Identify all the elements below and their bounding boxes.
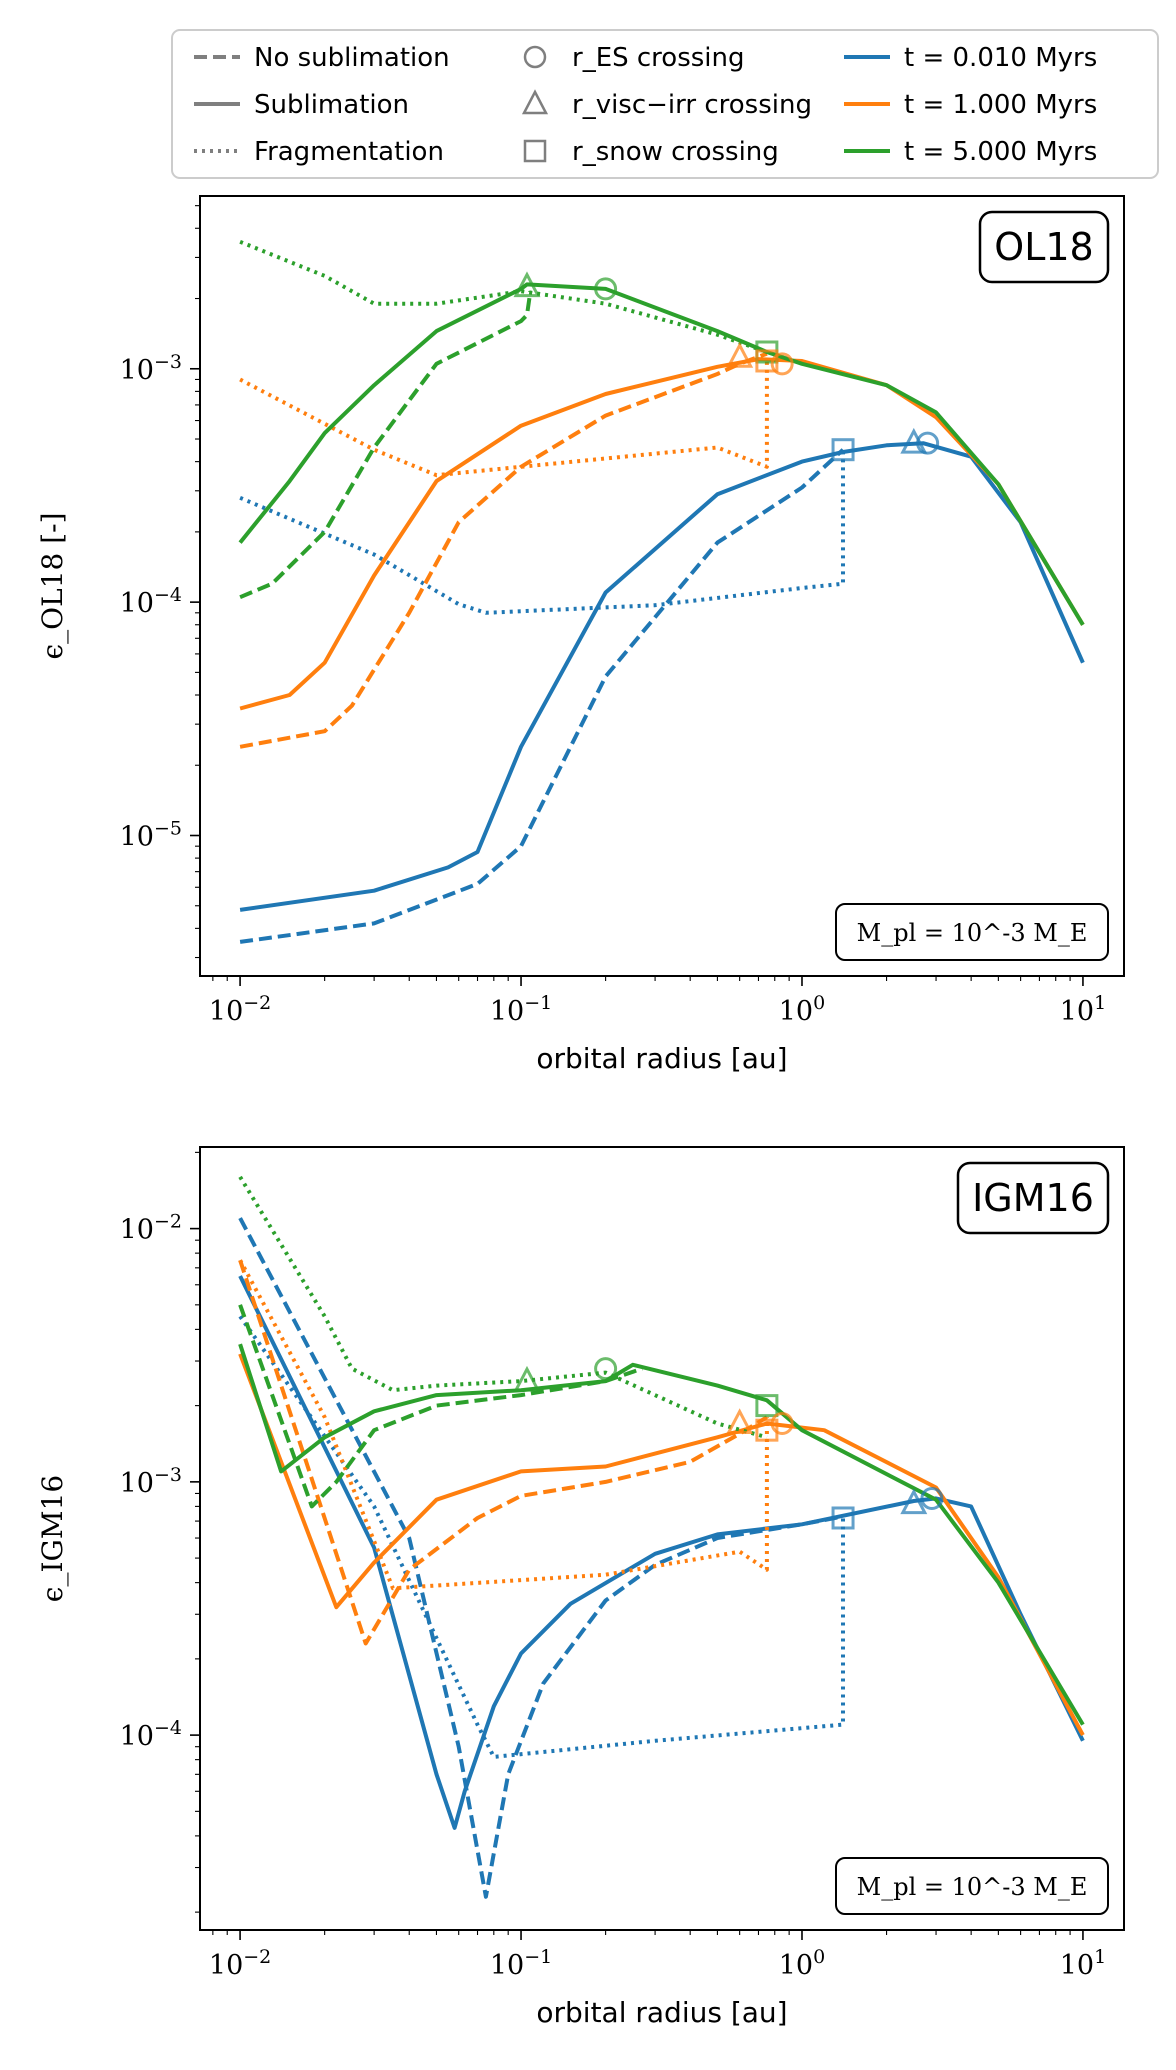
- series-line-dashed: [238, 1304, 643, 1509]
- r-visc-irr-crossing-marker: [513, 271, 541, 298]
- series-line-dashed: [238, 1259, 768, 1646]
- r-visc-irr-crossing-marker: [900, 427, 928, 454]
- legend-frame: [171, 29, 1159, 179]
- r-es-crossing-marker: [594, 277, 618, 301]
- y-tick-label: 10−4: [120, 1717, 182, 1752]
- legend-label: t = 0.010 Myrs: [904, 43, 1097, 73]
- panel-tag-label: IGM16: [972, 1176, 1094, 1220]
- legend-label: r_ES crossing: [572, 43, 745, 73]
- legend-label: Fragmentation: [254, 137, 444, 167]
- series-line-solid: [238, 1275, 1085, 1830]
- series-group: [238, 239, 1085, 944]
- x-tick-label: 100: [779, 1946, 825, 1981]
- planet-mass-annotation-box: [835, 903, 1109, 961]
- r-snow-crossing-marker: [831, 438, 855, 462]
- x-tick-label: 101: [1060, 1946, 1106, 1981]
- panel-tag-box: [956, 1161, 1110, 1235]
- y-axis: 10−5 10−4 10−3 ϵ_OL18 [-]: [36, 205, 200, 959]
- r-es-crossing-marker: [916, 431, 940, 455]
- y-tick-label: 10−3: [120, 1464, 182, 1499]
- series-line-dashed: [239, 290, 533, 600]
- legend-label: r_visc−irr crossing: [572, 90, 812, 120]
- planet-mass-annotation: M_pl = 10^-3 M_E: [857, 1873, 1088, 1901]
- plot-frame: [199, 195, 1125, 977]
- y-tick-label: 10−3: [120, 351, 182, 386]
- x-tick-label: 10−1: [490, 992, 552, 1027]
- r-snow-crossing-marker: [755, 1418, 779, 1442]
- panel-tag-box: [978, 210, 1110, 284]
- legend-label: t = 5.000 Myrs: [904, 137, 1097, 167]
- legend: No sublimation Sublimation Fragmentation r_…: [171, 29, 1159, 179]
- series-line-dashed: [239, 448, 845, 944]
- y-axis: 10−4 10−3 10−2 ϵ_IGM16: [36, 1151, 200, 1913]
- series-line-solid: [239, 357, 1085, 711]
- legend-circle-icon: [523, 45, 547, 69]
- legend-label: Sublimation: [254, 90, 409, 120]
- y-tick-label: 10−4: [120, 584, 182, 619]
- r-snow-crossing-marker: [755, 349, 779, 373]
- y-tick-label: 10−2: [120, 1211, 182, 1246]
- r-es-crossing-marker: [594, 1357, 618, 1381]
- series-line-solid: [238, 1353, 1085, 1737]
- series-line-solid: [239, 441, 1085, 912]
- x-axis-label: orbital radius [au]: [536, 1996, 787, 2029]
- y-axis-label: ϵ_OL18 [-]: [36, 512, 69, 659]
- series-line-dashed: [239, 351, 768, 749]
- r-visc-irr-crossing-marker: [513, 1365, 541, 1392]
- r-snow-crossing-marker: [831, 1506, 855, 1530]
- r-es-crossing-marker: [770, 352, 794, 376]
- r-snow-crossing-marker: [755, 1394, 779, 1418]
- legend-label: No sublimation: [254, 43, 450, 73]
- r-es-crossing-marker: [920, 1486, 944, 1510]
- series-line-solid: [238, 282, 1085, 626]
- legend-square-icon: [523, 139, 547, 163]
- r-visc-irr-crossing-marker: [726, 1408, 754, 1434]
- legend-label: t = 1.000 Myrs: [904, 90, 1097, 120]
- y-tick-label: 10−5: [120, 818, 182, 853]
- panel-tag-label: OL18: [994, 225, 1093, 269]
- series-line-dotted: [238, 1259, 769, 1591]
- series-line-dotted: [239, 449, 845, 615]
- x-axis: 10−2 10−1 100 101 orbital radius [au]: [209, 1930, 1106, 2029]
- x-tick-label: 101: [1060, 992, 1106, 1027]
- x-tick-label: 10−2: [209, 992, 271, 1027]
- plot-frame: [199, 1146, 1125, 1931]
- legend-label: r_snow crossing: [572, 137, 779, 167]
- r-visc-irr-crossing-marker: [900, 1488, 928, 1515]
- series-line-dotted: [238, 1175, 768, 1440]
- r-visc-irr-crossing-marker: [726, 342, 754, 368]
- marker-group: [513, 1357, 944, 1530]
- x-tick-label: 10−2: [209, 1946, 271, 1981]
- planet-mass-annotation-box: [835, 1857, 1109, 1915]
- series-line-dotted: [238, 1315, 845, 1759]
- series-group: [238, 1175, 1085, 1899]
- y-axis-label: ϵ_IGM16: [36, 1475, 69, 1602]
- x-tick-label: 10−1: [490, 1946, 552, 1981]
- x-tick-label: 100: [779, 992, 825, 1027]
- series-line-dashed: [238, 1217, 844, 1899]
- x-axis: 10−2 10−1 100 101 orbital radius [au]: [209, 976, 1106, 1075]
- planet-mass-annotation: M_pl = 10^-3 M_E: [857, 919, 1088, 947]
- series-line-dotted: [239, 359, 769, 478]
- x-axis-label: orbital radius [au]: [536, 1042, 787, 1075]
- legend-triangle-icon: [521, 89, 549, 115]
- series-line-solid: [238, 1343, 1085, 1726]
- marker-group: [513, 271, 940, 462]
- r-es-crossing-marker: [770, 1411, 794, 1435]
